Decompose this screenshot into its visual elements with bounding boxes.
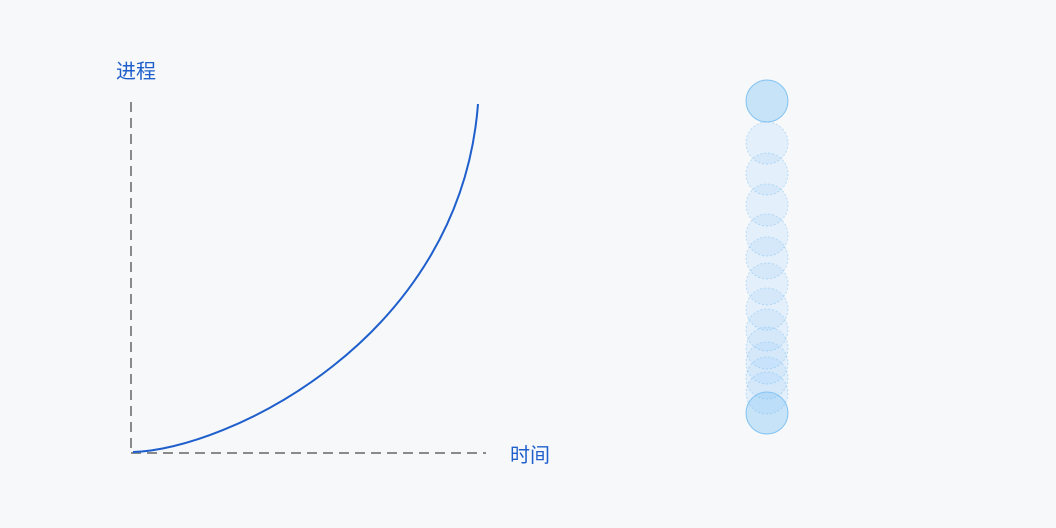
ball-end bbox=[745, 79, 789, 123]
ball-ghost bbox=[745, 356, 789, 400]
y-axis-label: 进程 bbox=[116, 59, 156, 83]
ball-ghost bbox=[745, 183, 789, 227]
x-axis-label: 时间 bbox=[510, 443, 550, 467]
ball-ghost bbox=[745, 308, 789, 352]
ball-ghost bbox=[745, 287, 789, 331]
ball-ghost bbox=[745, 371, 789, 415]
ball-ghost bbox=[745, 341, 789, 385]
ball-ghost bbox=[745, 121, 789, 165]
ball-start bbox=[745, 391, 789, 435]
ball-ghost bbox=[745, 262, 789, 306]
ball-trail bbox=[745, 79, 789, 435]
ball-ghost bbox=[745, 236, 789, 280]
ball-ghost bbox=[745, 326, 789, 370]
ease-in-curve bbox=[132, 103, 479, 453]
ball-ghost bbox=[745, 152, 789, 196]
ball-ghost bbox=[745, 213, 789, 257]
